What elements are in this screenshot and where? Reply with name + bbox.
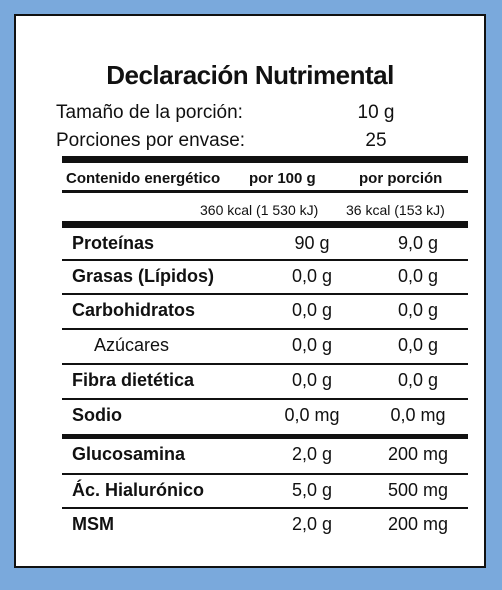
nutrient-row: Grasas (Lípidos) 0,0 g 0,0 g	[62, 262, 468, 292]
serving-size-label: Tamaño de la porción:	[56, 102, 243, 123]
row-divider	[62, 328, 468, 330]
nutrient-name: Glucosamina	[72, 444, 186, 464]
nutrient-row: Proteínas 90 g 9,0 g	[62, 229, 468, 259]
nutrient-row: Ác. Hialurónico 5,0 g 500 mg	[62, 476, 468, 506]
row-divider	[62, 473, 468, 475]
nutrient-perserving: 0,0 g	[397, 370, 439, 390]
nutrient-name: Carbohidratos	[72, 300, 196, 320]
nutrition-label-panel: Declaración Nutrimental Tamaño de la por…	[14, 14, 486, 568]
nutrient-perserving: 200 mg	[387, 444, 449, 464]
nutrient-perserving: 0,0 g	[397, 300, 439, 320]
nutrient-per100: 2,0 g	[291, 514, 333, 534]
nutrient-per100: 0,0 g	[291, 266, 333, 286]
servings-value: 25	[365, 130, 387, 151]
label-title: Declaración Nutrimental	[106, 60, 394, 90]
nutrient-name: Azúcares	[94, 335, 170, 355]
row-divider	[62, 363, 468, 365]
nutrient-row: MSM 2,0 g 200 mg	[62, 510, 468, 540]
nutrient-per100: 0,0 g	[291, 370, 333, 390]
nutrient-perserving: 0,0 g	[397, 335, 439, 355]
energy-per100: 360 kcal (1 530 kJ)	[200, 202, 319, 218]
servings-label: Porciones por envase:	[56, 130, 246, 151]
nutrient-name: Fibra dietética	[72, 370, 195, 390]
nutrient-name: Grasas (Lípidos)	[72, 266, 215, 286]
thick-divider	[62, 221, 468, 228]
nutrient-name: Proteínas	[72, 233, 155, 253]
thick-divider	[62, 156, 468, 163]
nutrient-perserving: 0,0 g	[397, 266, 439, 286]
row-divider	[62, 398, 468, 400]
nutrient-perserving: 0,0 mg	[390, 405, 446, 425]
col-header-per100: por 100 g	[249, 170, 316, 187]
nutrient-name: Ác. Hialurónico	[72, 480, 205, 500]
nutrient-per100: 90 g	[294, 233, 330, 253]
nutrient-row: Azúcares 0,0 g 0,0 g	[62, 331, 468, 361]
row-divider	[62, 293, 468, 295]
row-divider	[62, 507, 468, 509]
nutrient-perserving: 200 mg	[387, 514, 449, 534]
nutrient-per100: 2,0 g	[291, 444, 333, 464]
energy-perserving: 36 kcal (153 kJ)	[346, 202, 445, 218]
thick-divider	[62, 434, 468, 439]
row-divider	[62, 259, 468, 261]
nutrient-name: MSM	[72, 514, 114, 534]
serving-size-value: 10 g	[357, 102, 395, 123]
nutrient-per100: 0,0 g	[291, 300, 333, 320]
nutrient-row: Fibra dietética 0,0 g 0,0 g	[62, 366, 468, 396]
nutrient-row: Carbohidratos 0,0 g 0,0 g	[62, 296, 468, 326]
col-header-perserving: por porción	[359, 170, 443, 187]
nutrient-perserving: 500 mg	[387, 480, 449, 500]
nutrient-per100: 0,0 g	[291, 335, 333, 355]
nutrient-per100: 0,0 mg	[284, 405, 340, 425]
nutrient-row: Sodio 0,0 mg 0,0 mg	[62, 401, 468, 431]
nutrient-row: Glucosamina 2,0 g 200 mg	[62, 440, 468, 470]
col-header-energy: Contenido energético	[66, 170, 221, 187]
nutrient-name: Sodio	[72, 405, 122, 425]
nutrient-per100: 5,0 g	[291, 480, 333, 500]
header-divider	[62, 190, 468, 193]
nutrient-perserving: 9,0 g	[397, 233, 439, 253]
